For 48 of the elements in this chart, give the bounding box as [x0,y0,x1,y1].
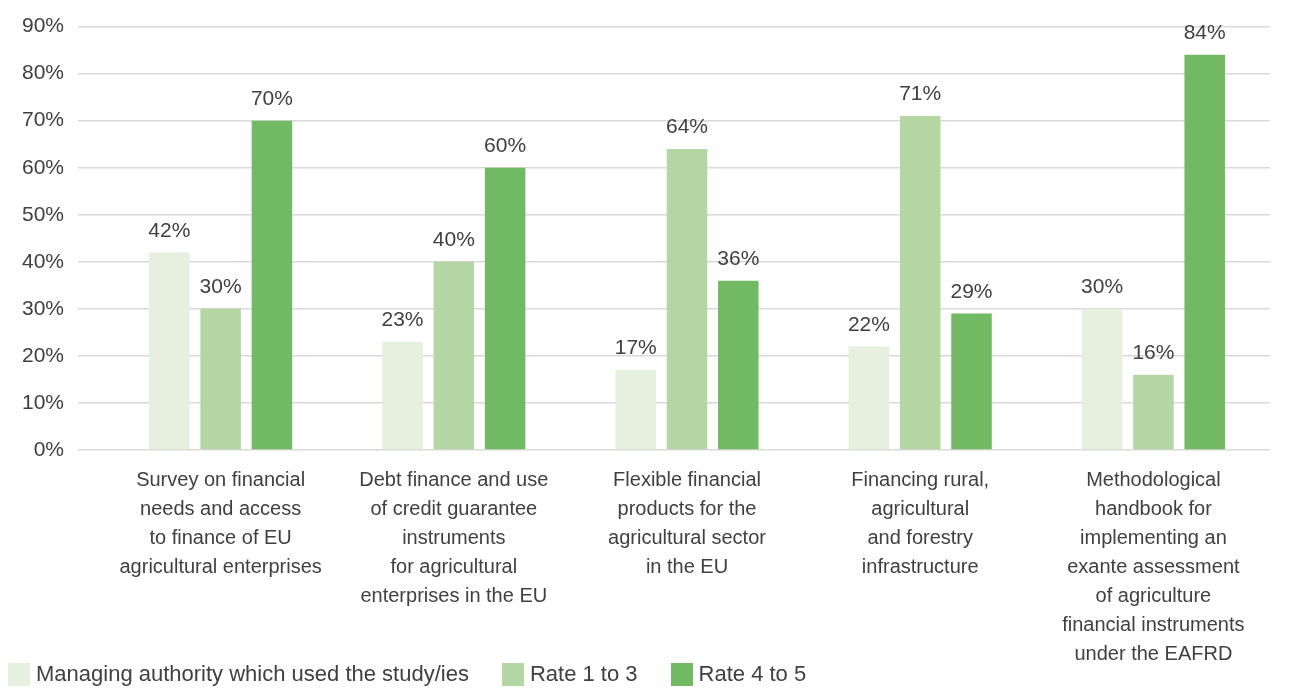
bar [200,308,241,450]
data-label: 40% [432,227,475,251]
data-label: 36% [717,245,760,269]
x-tick-label: Financing rural, agricultural and forestry infrastructure [851,468,990,578]
bar [484,167,526,450]
y-tick-label: 40% [22,248,65,272]
x-tick-label: Methodological handbook for implementing an exante assessment of agriculture financial instruments under the EAFRD [1062,468,1245,665]
y-tick-label: 60% [22,154,65,178]
data-label: 29% [950,278,993,302]
bar [615,370,656,450]
data-label: 70% [250,85,293,109]
legend-label: Managing authority which used the study/ies [36,661,469,687]
y-tick-label: 70% [22,107,65,131]
data-label: 71% [899,81,942,105]
legend-label: Rate 1 to 3 [529,661,638,687]
y-tick-label: 50% [22,201,65,225]
bar [951,313,992,450]
y-tick-label: 0% [33,436,65,460]
bar [251,120,293,450]
data-label: 22% [847,311,890,335]
bar [1081,308,1123,450]
bar [1184,54,1225,450]
data-label: 17% [614,335,657,359]
data-label: 64% [666,114,709,138]
data-label: 16% [1132,340,1175,364]
bar [149,252,190,450]
data-label: 84% [1183,20,1226,44]
y-tick-label: 90% [22,13,65,37]
bar [666,148,708,450]
bar [848,346,890,450]
bar [899,115,941,450]
data-label: 23% [381,307,424,331]
bar [433,261,475,450]
data-label: 60% [484,133,527,157]
bar [718,280,759,450]
y-tick-label: 30% [22,295,65,319]
x-tick-label: Debt finance and use of credit guarantee instruments for agricultural enterprises in the EU [359,468,549,607]
x-tick-label: Flexible financial products for the agricultural sector in the EU [608,468,767,578]
x-tick-label: Survey on financial needs and access to finance of EU agricultural enterprises [119,468,322,578]
data-label: 30% [199,274,242,298]
y-tick-label: 10% [22,389,65,413]
data-label: 42% [148,217,191,241]
data-label: 30% [1081,274,1124,298]
bar [1133,374,1174,450]
y-tick-label: 20% [22,342,65,366]
bar [382,341,423,450]
legend-label: Rate 4 to 5 [698,661,807,687]
y-tick-label: 80% [22,60,65,84]
